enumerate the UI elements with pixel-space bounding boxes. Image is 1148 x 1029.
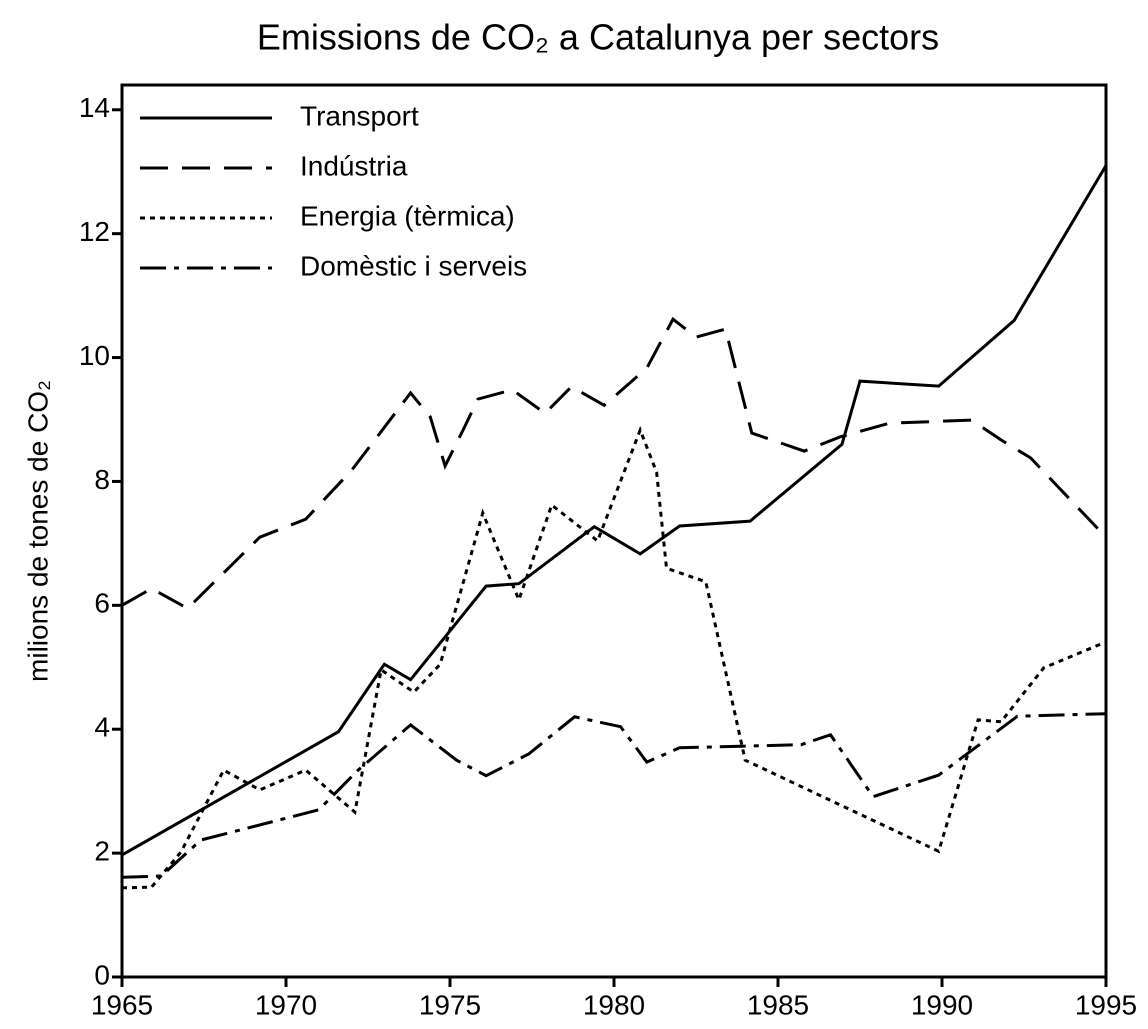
y-tick-label: 14 — [79, 92, 110, 123]
legend-label: Energia (tèrmica) — [300, 200, 515, 231]
legend-label: Transport — [300, 100, 419, 131]
x-tick-label: 1975 — [419, 989, 481, 1020]
y-tick-label: 2 — [94, 836, 110, 867]
x-tick-label: 1995 — [1075, 989, 1137, 1020]
x-tick-label: 1970 — [255, 989, 317, 1020]
series-line — [121, 712, 1107, 879]
chart-title: Emissions de CO₂ a Catalunya per sectors — [257, 17, 939, 58]
x-tick-label: 1965 — [91, 989, 153, 1020]
y-tick-label: 0 — [94, 959, 110, 990]
y-tick-label: 4 — [94, 712, 110, 743]
legend-label: Indústria — [300, 150, 408, 181]
x-tick-label: 1985 — [747, 989, 809, 1020]
y-tick-label: 12 — [79, 216, 110, 247]
plot-frame — [120, 83, 1108, 979]
y-tick-label: 6 — [94, 588, 110, 619]
legend-label: Domèstic i serveis — [300, 250, 527, 281]
series-line — [121, 164, 1108, 857]
x-tick-label: 1990 — [911, 989, 973, 1020]
y-tick-label: 8 — [94, 464, 110, 495]
y-tick-label: 10 — [79, 340, 110, 371]
series-line — [121, 316, 1108, 611]
x-tick-label: 1980 — [583, 989, 645, 1020]
y-axis-label: milions de tones de CO₂ — [22, 380, 53, 682]
series-line — [121, 425, 1107, 890]
